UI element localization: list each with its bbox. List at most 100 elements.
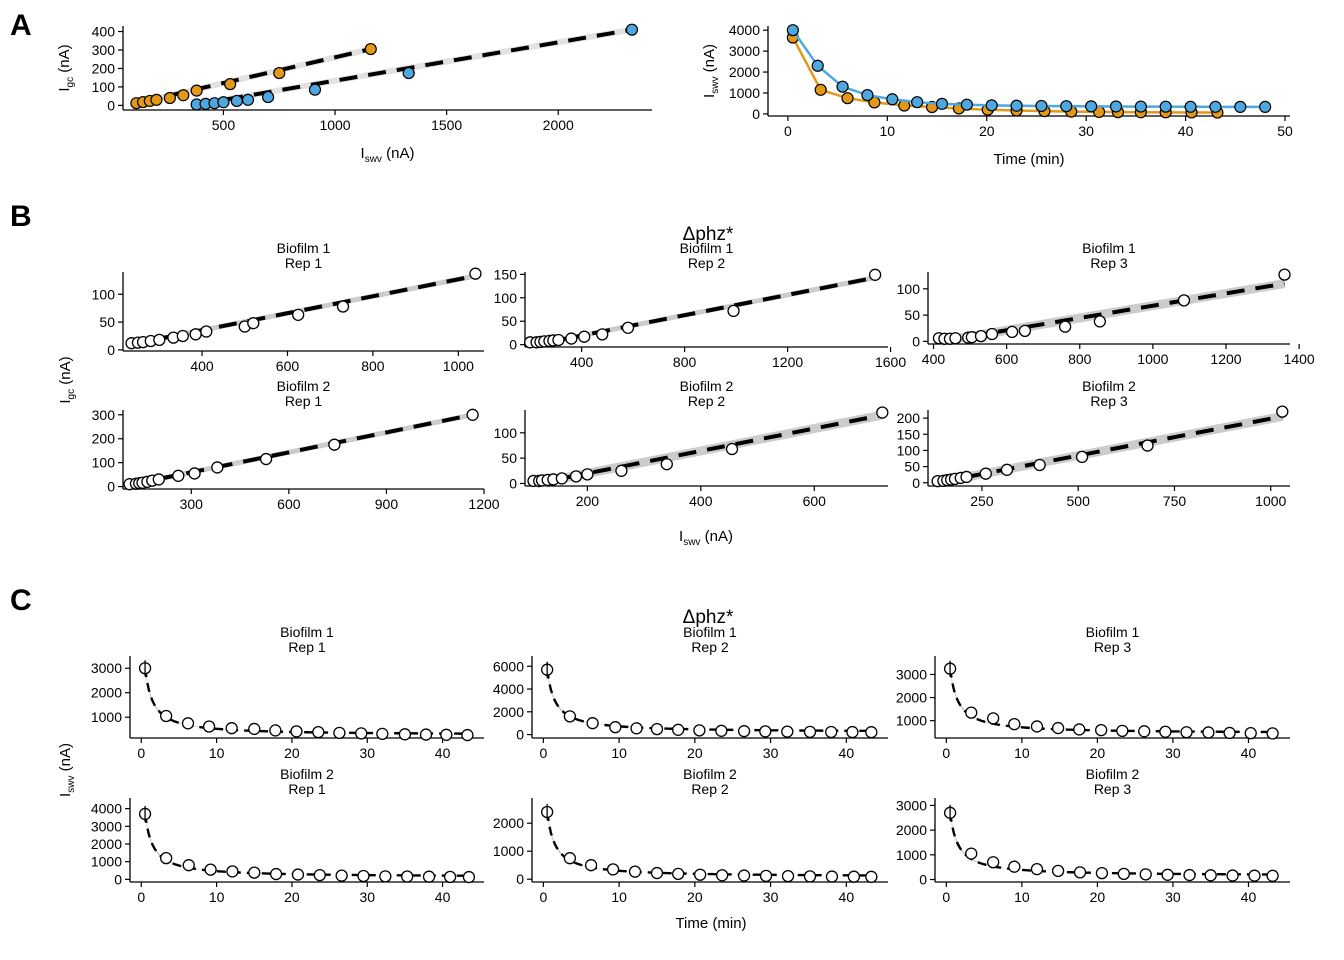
y-tick-label: 50 (501, 450, 517, 466)
y-tick-label: 1000 (896, 713, 927, 729)
fit-line (948, 668, 1272, 734)
y-tick-label: 6000 (493, 658, 524, 674)
data-point-orange (150, 93, 163, 106)
data-point (355, 727, 368, 740)
data-point (1116, 724, 1129, 737)
data-point (865, 870, 878, 883)
data-point (1051, 864, 1065, 878)
facet-strip-label: Rep 1 (285, 255, 323, 271)
data-point (1266, 727, 1279, 740)
x-tick-label: 600 (803, 493, 827, 509)
data-point (1058, 320, 1072, 333)
x-tick-label: 1400 (1284, 351, 1315, 367)
data-point (160, 709, 173, 723)
y-tick-label: 0 (919, 872, 927, 888)
data-point (609, 721, 622, 734)
facet-strip-label: Rep 2 (691, 781, 729, 797)
data-point (1093, 315, 1107, 328)
y-tick-label: 4000 (493, 681, 524, 697)
facet-strip-label: Biofilm 2 (683, 766, 737, 782)
data-point (292, 308, 305, 321)
x-tick-label: 20 (979, 123, 995, 139)
y-tick-label: 0 (912, 333, 920, 349)
y-tick-label: 0 (752, 106, 760, 122)
panel-b-title: Δphz* (683, 224, 734, 245)
x-tick-label: 900 (375, 496, 399, 512)
facet-strip-label: Rep 3 (1090, 255, 1128, 271)
x-tick-label: 1000 (443, 358, 474, 374)
data-point (1202, 726, 1215, 739)
data-point (1008, 717, 1021, 731)
x-tick-label: 30 (763, 745, 779, 761)
data-point-blue (217, 96, 230, 109)
x-tick-label: 200 (576, 493, 600, 509)
y-tick-label: 2000 (91, 685, 122, 701)
data-point (204, 863, 217, 876)
y-tick-label: 200 (92, 431, 116, 447)
x-tick-label: 250 (970, 493, 994, 509)
data-point (440, 728, 453, 741)
y-tick-label: 4000 (91, 801, 122, 817)
data-point (259, 452, 273, 466)
data-point (803, 725, 817, 738)
data-point-orange (364, 42, 377, 56)
x-tick-label: 10 (1014, 889, 1030, 905)
fit-line (143, 668, 468, 735)
x-tick-label: 0 (137, 889, 145, 905)
data-point (153, 333, 166, 347)
y-tick-label: 2000 (896, 690, 927, 706)
y-tick-label: 200 (897, 410, 921, 426)
data-point (621, 321, 635, 334)
data-point-orange (177, 89, 190, 102)
data-point-blue (985, 99, 998, 112)
data-point (563, 852, 577, 865)
data-point (1244, 726, 1257, 740)
data-point (1204, 869, 1217, 882)
y-axis-label: Iswv (nA) (701, 44, 721, 98)
y-tick-label: 1000 (91, 709, 122, 725)
x-tick-label: 10 (611, 745, 627, 761)
x-tick-label: 20 (284, 745, 300, 761)
panel-c-title: Δphz* (683, 607, 734, 628)
y-tick-label: 100 (494, 290, 518, 306)
data-point (781, 725, 794, 738)
data-point (1030, 863, 1044, 876)
data-point (181, 717, 195, 730)
data-point (865, 726, 878, 739)
data-point (269, 724, 282, 737)
data-point-blue (886, 93, 899, 106)
x-tick-label: 30 (1078, 123, 1094, 139)
data-point (422, 870, 436, 883)
data-point-blue (1234, 100, 1247, 113)
data-point (176, 329, 189, 343)
data-point (379, 870, 392, 883)
x-tick-label: 1000 (1137, 351, 1168, 367)
data-point (376, 727, 389, 740)
fit-line (129, 412, 474, 487)
data-point (211, 461, 224, 474)
y-tick-label: 3000 (896, 666, 927, 682)
facet-strip-label: Rep 3 (1094, 639, 1132, 655)
facet-strip-label: Biofilm 1 (277, 240, 331, 256)
data-point (965, 847, 978, 860)
y-axis-label-unit: (nA) (701, 44, 718, 77)
data-point (189, 328, 202, 341)
x-tick-label: 20 (687, 745, 703, 761)
data-point (727, 304, 740, 318)
facet-strip-label: Biofilm 2 (680, 378, 734, 394)
data-point (461, 728, 474, 742)
data-point (1177, 294, 1191, 307)
data-point-blue (960, 98, 973, 111)
data-point (269, 867, 283, 881)
data-point-blue (1109, 100, 1123, 113)
x-axis-label-main: Time (min) (993, 151, 1064, 168)
x-tick-label: 10 (880, 123, 896, 139)
data-point (202, 720, 216, 733)
data-point (1051, 721, 1065, 735)
y-tick-label: 400 (92, 24, 116, 40)
facet-strip-label: Rep 1 (288, 639, 326, 655)
y-tick-label: 1000 (91, 854, 122, 870)
